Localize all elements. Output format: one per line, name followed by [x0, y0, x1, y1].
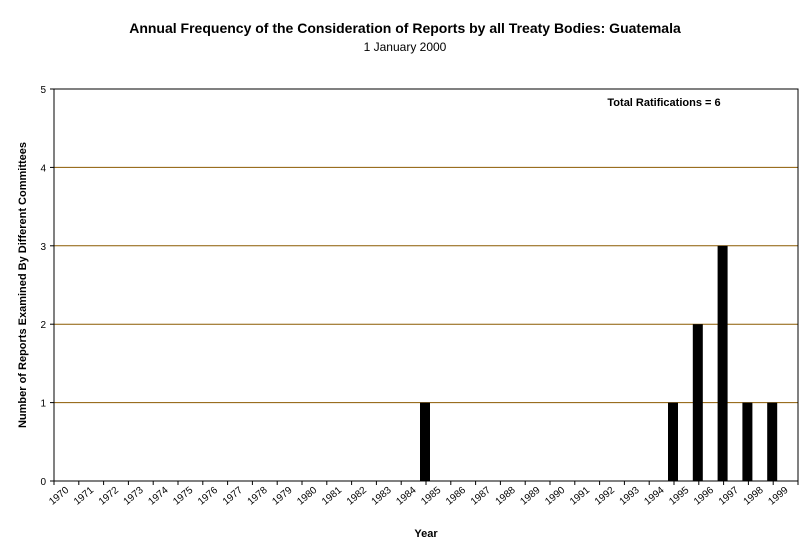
x-tick-label: 1998	[742, 485, 766, 508]
bar-1994	[668, 402, 678, 481]
bar-1995	[692, 324, 703, 481]
gridlines	[54, 88, 798, 404]
x-tick-label: 1988	[494, 485, 518, 508]
x-tick-label: 1996	[692, 485, 716, 508]
x-tick-label: 1972	[97, 485, 121, 508]
bar-1997	[742, 402, 753, 481]
x-tick-label: 1973	[122, 485, 146, 508]
x-tick-label: 1978	[246, 485, 270, 508]
x-tick-label: 1985	[419, 485, 443, 508]
x-tick-label: 1974	[146, 485, 170, 508]
bar-1996	[717, 245, 728, 481]
x-tick-label: 1979	[270, 485, 294, 508]
bar-1998	[767, 402, 778, 481]
x-tick-label: 1970	[47, 485, 71, 508]
x-tick-label: 1971	[72, 485, 96, 508]
x-tick-label: 1984	[394, 485, 418, 508]
x-axis-title: Year	[414, 528, 438, 540]
y-axis-title: Number of Reports Examined By Different …	[17, 142, 29, 428]
chart-title: Annual Frequency of the Consideration of…	[129, 20, 681, 36]
x-tick-label: 1986	[444, 485, 468, 508]
bars	[420, 245, 778, 481]
x-tick-label: 1983	[370, 485, 394, 508]
total-ratifications-annotation: Total Ratifications = 6	[607, 97, 720, 109]
x-tick-labels: 1970 1971 1972 1973 1974 1975 1976 1977 1978 1979…	[47, 485, 791, 508]
y-tick-label: 1	[40, 399, 46, 410]
x-tick-label: 1989	[518, 485, 542, 508]
plot-frame	[50, 88, 799, 485]
x-tick-label: 1992	[593, 485, 617, 508]
y-tick-label: 5	[40, 85, 46, 96]
x-tick-label: 1987	[469, 485, 493, 508]
x-tick-label: 1982	[345, 485, 369, 508]
x-tick-label: 1994	[642, 485, 666, 508]
x-tick-label: 1990	[543, 485, 567, 508]
y-tick-labels: 0 1 2 3 4 5	[40, 85, 46, 488]
y-tick-label: 4	[40, 163, 46, 174]
x-tick-label: 1993	[618, 485, 642, 508]
y-tick-label: 2	[40, 320, 46, 331]
x-tick-label: 1981	[320, 485, 344, 508]
x-tick-label: 1977	[221, 485, 245, 508]
x-tick-label: 1995	[667, 485, 691, 508]
x-tick-label: 1991	[568, 485, 592, 508]
chart-subtitle: 1 January 2000	[364, 40, 447, 54]
x-tick-label: 1997	[717, 485, 741, 508]
y-tick-label: 0	[40, 477, 46, 488]
x-tick-label: 1975	[171, 485, 195, 508]
x-tick-label: 1976	[196, 485, 220, 508]
y-tick-label: 3	[40, 242, 46, 253]
x-tick-label: 1999	[766, 485, 790, 508]
x-tick-label: 1980	[295, 485, 319, 508]
bar-1984	[420, 402, 430, 481]
